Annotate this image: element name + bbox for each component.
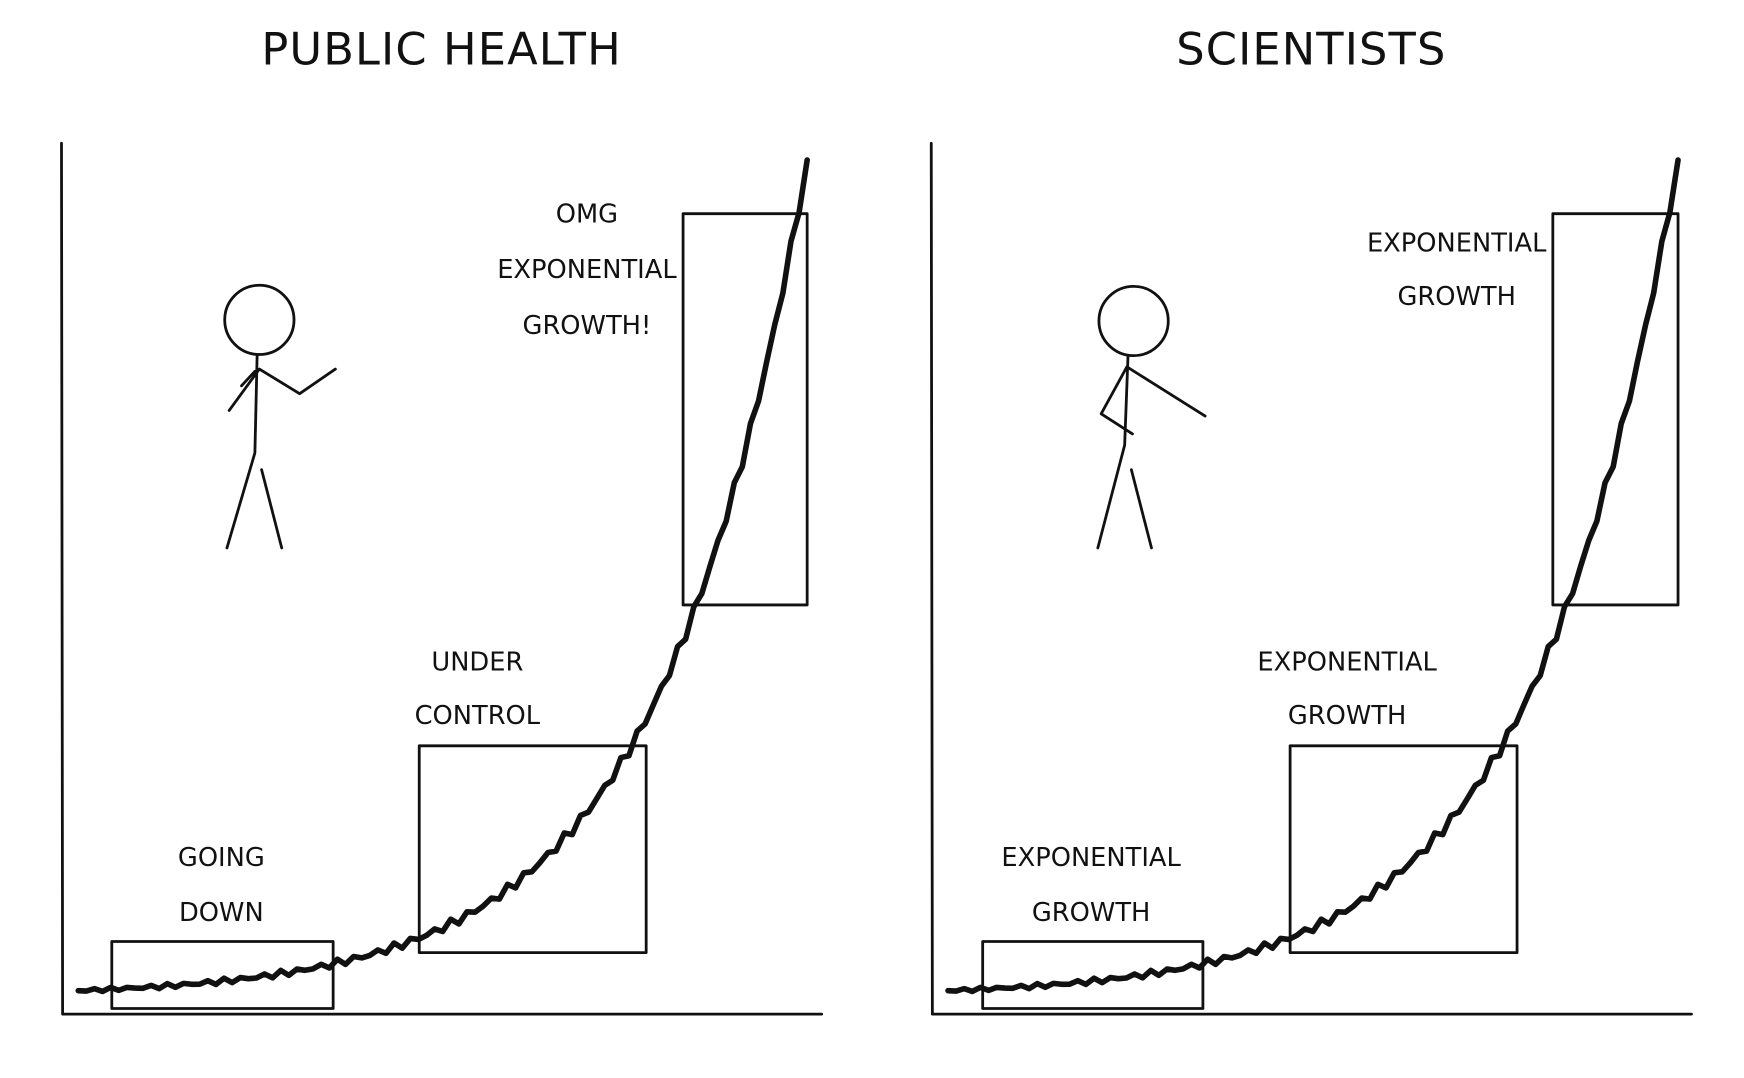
box [681, 212, 809, 607]
box [1288, 744, 1519, 955]
label: GROWTH [1397, 282, 1515, 312]
label: EXPONENTIAL [1001, 843, 1181, 873]
growth-curve [75, 157, 810, 995]
label: CONTROL [415, 701, 541, 731]
box [110, 940, 335, 1010]
label: EXPONENTIAL [1257, 648, 1437, 678]
axes [929, 141, 1693, 1016]
stick-figure [223, 283, 337, 550]
panel-right: SCIENTISTS EXPONENTIAL GROWTH EXPONENTIA… [929, 23, 1693, 1016]
label: GROWTH [1288, 701, 1406, 731]
box [1551, 212, 1680, 607]
panel-title: SCIENTISTS [1176, 23, 1446, 76]
box [417, 744, 648, 955]
label: EXPONENTIAL [1367, 228, 1547, 258]
growth-curve [945, 157, 1681, 995]
axes [60, 141, 824, 1016]
label: GROWTH! [523, 311, 652, 341]
stick-figure [1096, 284, 1207, 550]
panel-title: PUBLIC HEALTH [261, 23, 622, 76]
label: OMG [556, 199, 618, 229]
label: GOING [178, 843, 265, 873]
label: EXPONENTIAL [497, 255, 677, 285]
label: UNDER [431, 648, 523, 678]
panel-left: PUBLIC HEALTH GOING DOWN UNDER CONTROL O… [60, 23, 824, 1016]
label: DOWN [179, 898, 264, 928]
label: GROWTH [1032, 898, 1150, 928]
box [981, 940, 1205, 1010]
